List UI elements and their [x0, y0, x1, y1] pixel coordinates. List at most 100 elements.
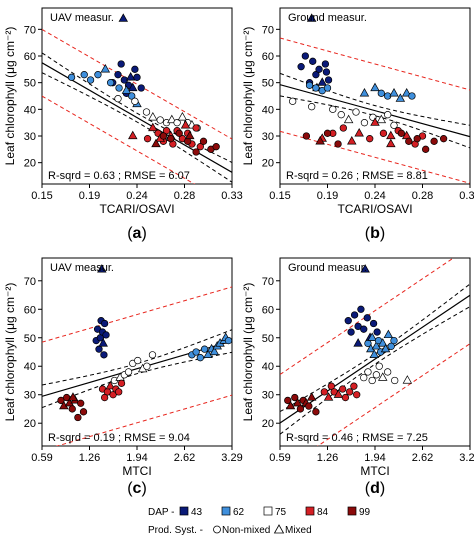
point-dap-43-non-mixed: [315, 65, 323, 73]
point-dap-99-mixed: [315, 136, 325, 145]
point-dap-43-mixed: [128, 82, 138, 92]
data-points: [57, 264, 233, 422]
prediction-band-lower: [55, 394, 232, 446]
point-dap-43-non-mixed: [369, 319, 378, 328]
prediction-band-upper: [280, 37, 470, 91]
point-dap-43-mixed: [98, 338, 108, 347]
point-dap-99-non-mixed: [302, 132, 311, 140]
point-dap-84-non-mixed: [338, 385, 347, 393]
panel-paren-open: (: [365, 480, 371, 497]
point-dap-75-non-mixed: [289, 97, 297, 105]
point-dap-99-non-mixed: [79, 408, 88, 416]
point-dap-43-non-mixed: [354, 322, 362, 331]
point-dap-84-mixed: [333, 389, 344, 398]
point-dap-75-non-mixed: [142, 108, 151, 116]
y-tick-label: 60: [24, 51, 36, 63]
y-tick-label: 20: [24, 158, 36, 170]
point-dap-75-non-mixed: [390, 121, 398, 129]
point-dap-99-non-mixed: [305, 402, 313, 410]
point-dap-43-non-mixed: [312, 71, 320, 79]
point-dap-99-non-mixed: [284, 396, 292, 405]
point-dap-99-non-mixed: [57, 396, 65, 405]
x-axis-label: TCARI/OSAVI: [99, 202, 174, 216]
stats-text: R-sqrd = 0.46 ; RMSE = 7.25: [286, 432, 428, 444]
point-dap-62-non-mixed: [80, 71, 88, 79]
point-dap-99-non-mixed: [397, 129, 406, 137]
point-dap-75-mixed: [376, 114, 387, 124]
panel-letter: d: [370, 480, 380, 497]
point-dap-84-non-mixed: [379, 129, 388, 137]
point-dap-62-non-mixed: [192, 348, 200, 356]
point-dap-99-non-mixed: [312, 408, 320, 416]
point-dap-43-mixed: [317, 77, 327, 86]
point-dap-84-non-mixed: [115, 388, 123, 396]
y-tick-label: 20: [262, 418, 274, 430]
x-axis-label: MTCI: [360, 464, 389, 478]
x-tick-label: 0.33: [459, 190, 474, 202]
x-tick-label: 1.94: [126, 452, 147, 464]
stats-text: R-sqrd = 0.63 ; RMSE = 6.07: [48, 170, 190, 182]
point-dap-99-non-mixed: [439, 135, 448, 143]
confidence-band-lower: [280, 95, 470, 149]
panel-label: (a): [127, 225, 147, 242]
point-dap-62-mixed: [378, 338, 388, 347]
point-dap-99-non-mixed: [159, 132, 168, 140]
point-dap-75-mixed: [343, 114, 354, 124]
point-dap-43-non-mixed: [344, 317, 352, 325]
point-dap-99-non-mixed: [199, 137, 208, 145]
point-dap-84-non-mixed: [353, 391, 361, 399]
x-tick-label: 0.15: [269, 190, 290, 202]
point-dap-75-non-mixed: [308, 103, 316, 111]
x-tick-label: 1.26: [79, 452, 100, 464]
point-dap-62-non-mixed: [323, 84, 332, 92]
point-dap-43-non-mixed: [322, 68, 331, 76]
point-dap-75-non-mixed: [360, 373, 368, 382]
legend: DAP - 43 62 75 84 99 Prod. Syst. - Non-mixed Mix…: [148, 506, 371, 536]
panel-letter: c: [133, 480, 142, 497]
x-tick-label: 0.59: [269, 452, 290, 464]
fit-lines: [280, 37, 470, 184]
point-dap-62-non-mixed: [115, 84, 123, 92]
point-dap-75-non-mixed: [372, 371, 381, 379]
panel-label: (d): [365, 480, 385, 497]
point-dap-84-non-mixed: [196, 143, 204, 151]
y-tick-label: 20: [262, 158, 274, 170]
point-dap-84-mixed: [180, 120, 191, 129]
point-dap-43-non-mixed: [309, 57, 317, 65]
point-dap-84-mixed: [386, 138, 396, 148]
point-dap-84-non-mixed: [109, 391, 117, 399]
confidence-band-lower: [42, 351, 232, 409]
y-tick-label: 30: [24, 390, 36, 402]
point-dap-99-non-mixed: [422, 145, 430, 153]
x-tick-label: 1.94: [364, 452, 385, 464]
x-tick-label: 2.62: [412, 452, 433, 464]
point-dap-75-non-mixed: [131, 97, 139, 105]
point-dap-75-mixed: [148, 112, 158, 121]
point-dap-75-non-mixed: [156, 116, 164, 124]
point-dap-43-non-mixed: [350, 311, 359, 319]
point-dap-99-non-mixed: [405, 137, 413, 145]
fit-lines: [42, 286, 232, 446]
point-dap-62-non-mixed: [106, 79, 115, 87]
y-tick-label: 40: [262, 104, 274, 116]
y-tick-label: 50: [262, 333, 274, 345]
y-axis-label: Leaf chlorophyll (μg cm⁻²): [3, 283, 17, 422]
point-dap-43-mixed: [306, 13, 317, 22]
point-dap-43-mixed: [125, 72, 136, 81]
legend-label-non-mixed: Non-mixed: [222, 525, 270, 536]
point-dap-43-non-mixed: [301, 52, 309, 60]
point-dap-99-non-mixed: [291, 393, 299, 402]
point-dap-62-mixed: [121, 85, 132, 94]
legend-swatch-84: [305, 506, 315, 516]
panel-a: UAV measur. R-sqrd = 0.63 ; RMSE = 6.07 0.…: [3, 7, 243, 242]
point-dap-62-mixed: [203, 349, 213, 358]
legend-swatch-99: [347, 506, 357, 516]
point-dap-62-mixed: [370, 82, 380, 92]
point-dap-43-non-mixed: [102, 331, 110, 339]
point-dap-99-mixed: [292, 397, 303, 407]
point-dap-43-non-mixed: [100, 351, 108, 359]
panel-letter: b: [370, 225, 380, 242]
point-dap-84-mixed: [354, 128, 364, 137]
point-dap-99-mixed: [306, 392, 317, 401]
y-tick-label: 70: [24, 24, 36, 36]
